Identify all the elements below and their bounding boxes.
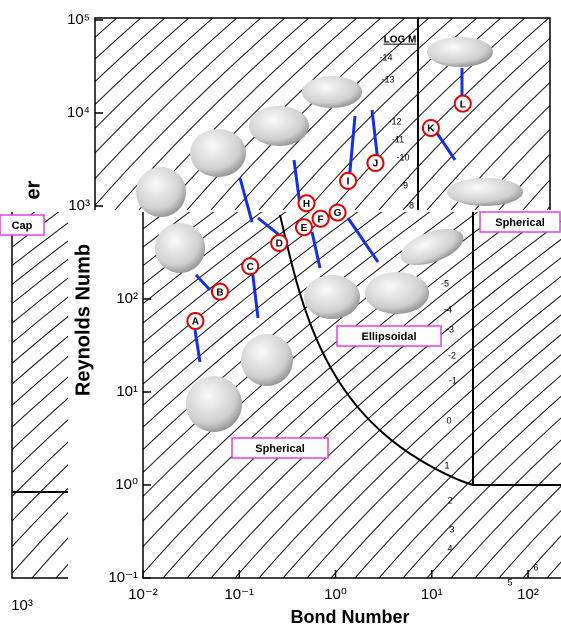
isoline bbox=[0, 78, 128, 578]
log-m-label: -13 bbox=[381, 74, 394, 84]
page: LOG M Spherical Ellipsoidal Spherical Ca… bbox=[0, 0, 561, 632]
isoline bbox=[0, 0, 67, 210]
log-m-label: -5 bbox=[441, 278, 449, 288]
isoline bbox=[0, 78, 56, 578]
isoline bbox=[475, 78, 561, 578]
isoline bbox=[536, 78, 561, 578]
isoline bbox=[163, 0, 561, 210]
y-tick-label: 10⁻¹ bbox=[108, 569, 138, 586]
isoline bbox=[0, 78, 211, 578]
isoline bbox=[0, 78, 344, 578]
log-m-label: -12 bbox=[388, 116, 401, 126]
log-m-label: -4 bbox=[444, 304, 452, 314]
isoline bbox=[32, 78, 561, 578]
isoline bbox=[56, 78, 561, 578]
axis-title: Reynolds Numb bbox=[72, 244, 94, 396]
isoline bbox=[0, 78, 296, 578]
log-m-label: 5 bbox=[507, 577, 512, 587]
isoline bbox=[499, 0, 561, 210]
point-label: D bbox=[276, 239, 283, 250]
isoline bbox=[0, 78, 43, 578]
isoline bbox=[67, 78, 561, 578]
isoline bbox=[0, 78, 67, 578]
log-m-label: -14 bbox=[379, 52, 392, 62]
regime-label: Spherical bbox=[495, 217, 545, 229]
log-m-label: 2 bbox=[447, 495, 452, 505]
y-tick-label: 10⁵ bbox=[67, 11, 90, 28]
x-tick-label: 10⁻¹ bbox=[224, 586, 254, 603]
point-label: B bbox=[216, 287, 223, 298]
log-m-label: -8 bbox=[406, 200, 414, 210]
point-label: K bbox=[427, 124, 435, 135]
isoline bbox=[0, 0, 115, 210]
isoline bbox=[104, 78, 561, 578]
x-tick-label: 10³ bbox=[11, 597, 33, 614]
y-tick-label: 10¹ bbox=[116, 383, 138, 400]
log-m-label: -10 bbox=[396, 152, 409, 162]
isoline bbox=[0, 0, 19, 210]
y-tick-label: 10³ bbox=[68, 197, 90, 214]
point-label: H bbox=[303, 199, 310, 210]
isoline bbox=[547, 0, 561, 210]
y-tick-label: 10⁰ bbox=[115, 476, 138, 493]
isoline bbox=[0, 0, 235, 210]
log-m-label: 1 bbox=[444, 460, 449, 470]
log-m-label: 4 bbox=[447, 543, 452, 553]
log-m-label: -2 bbox=[448, 350, 456, 360]
point-label: E bbox=[301, 223, 308, 234]
log-m-label: 0 bbox=[446, 415, 451, 425]
x-tick-label: 10⁻² bbox=[128, 586, 158, 603]
isoline bbox=[0, 0, 43, 210]
log-m-label: 3 bbox=[449, 524, 454, 534]
log-m-label: -3 bbox=[446, 324, 454, 334]
log-m-label: 6 bbox=[533, 562, 538, 572]
point-label: G bbox=[334, 208, 342, 219]
isoline bbox=[0, 78, 379, 578]
isoline bbox=[0, 78, 8, 578]
isoline bbox=[259, 0, 561, 210]
isoline bbox=[235, 0, 561, 210]
x-tick-label: 10⁰ bbox=[324, 586, 347, 603]
isoline bbox=[523, 78, 561, 578]
axis-title: er bbox=[22, 180, 44, 199]
isoline bbox=[0, 78, 307, 578]
isoline bbox=[440, 78, 561, 578]
x-tick-label: 10² bbox=[517, 586, 539, 603]
x-tick-label: 10¹ bbox=[421, 586, 443, 603]
point-label: L bbox=[460, 99, 466, 110]
isoline bbox=[43, 78, 561, 578]
isoline bbox=[523, 0, 561, 210]
isoline bbox=[0, 78, 139, 578]
isoline bbox=[0, 0, 259, 210]
regime-label: Ellipsoidal bbox=[361, 331, 416, 343]
isoline bbox=[547, 78, 561, 578]
y-tick-label: 10⁴ bbox=[67, 104, 90, 121]
log-m-label: -1 bbox=[449, 375, 457, 385]
isoline bbox=[512, 78, 561, 578]
point-label: F bbox=[318, 214, 324, 225]
isoline bbox=[0, 78, 32, 578]
point-label: C bbox=[247, 262, 254, 273]
chart: LOG M Spherical Ellipsoidal Spherical Ca… bbox=[0, 0, 561, 632]
inset-frame bbox=[12, 212, 68, 578]
isoline bbox=[499, 78, 561, 578]
axis-title: Bond Number bbox=[291, 607, 410, 627]
isoline bbox=[0, 78, 115, 578]
log-m-title: LOG M bbox=[384, 35, 417, 46]
log-m-label: -11 bbox=[392, 134, 404, 144]
point-label: I bbox=[347, 177, 350, 188]
boundary bbox=[473, 212, 561, 485]
regime-label: Spherical bbox=[255, 443, 305, 455]
log-m-label: -9 bbox=[400, 180, 408, 190]
point-label: A bbox=[192, 317, 199, 328]
isoline bbox=[80, 78, 561, 578]
y-tick-label: 10² bbox=[116, 290, 138, 307]
regime-label: Cap bbox=[12, 220, 33, 232]
point-label: J bbox=[373, 159, 379, 170]
isoline bbox=[0, 0, 427, 210]
isoline bbox=[187, 0, 561, 210]
